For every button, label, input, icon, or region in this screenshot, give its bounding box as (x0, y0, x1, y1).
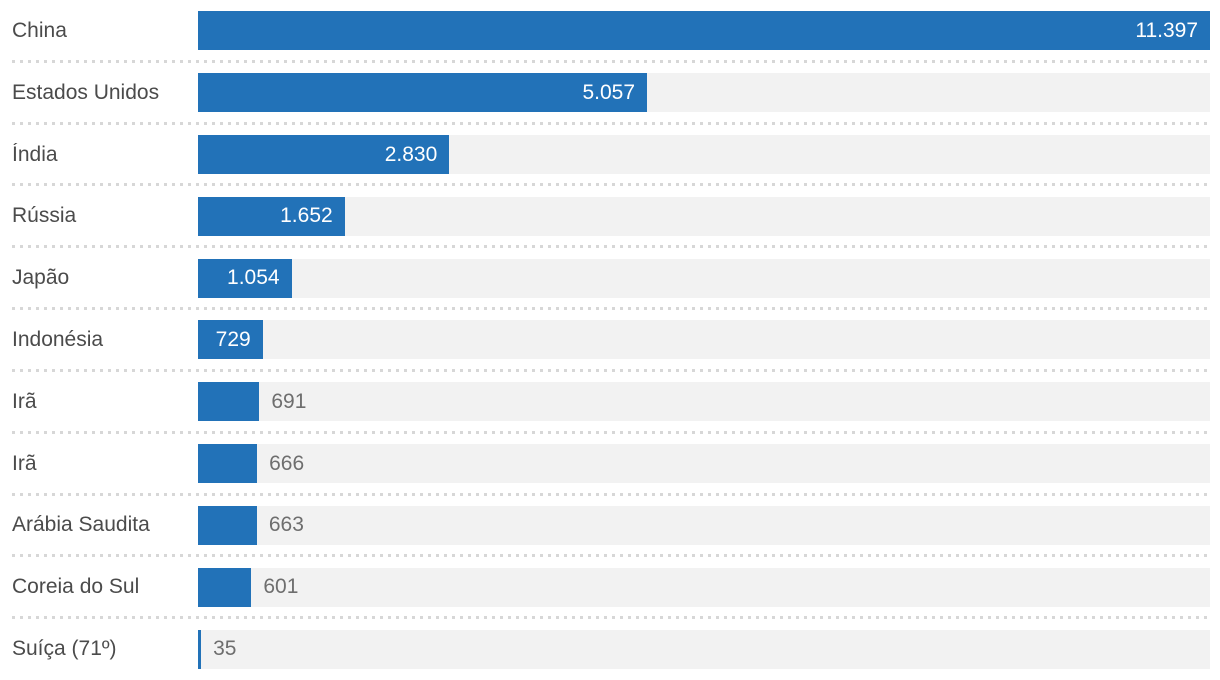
chart-row: Índia 2.830 (0, 124, 1220, 187)
bar: 1.652 (198, 196, 345, 236)
row-label: Japão (12, 266, 70, 290)
bar-track: 691 (198, 382, 1210, 422)
bar: 729 (198, 320, 263, 360)
chart-row: Irã 666 (0, 433, 1220, 496)
bar-value-inside: 11.397 (1135, 18, 1198, 42)
row-label: Rússia (12, 204, 77, 228)
chart-row: Irã 691 (0, 371, 1220, 434)
bar-value-outside: 35 (213, 637, 237, 661)
bar (198, 382, 260, 422)
chart-row: Arábia Saudita 663 (0, 495, 1220, 558)
bar-value-inside: 1.054 (227, 266, 280, 290)
chart-row: Suíça (71º) 35 (0, 618, 1220, 680)
bar-value-outside: 666 (269, 451, 305, 475)
row-label: Estados Unidos (12, 80, 160, 104)
bar-value-outside: 663 (268, 513, 304, 537)
bar: 5.057 (198, 73, 648, 113)
bar-track: 11.397 (198, 11, 1210, 51)
bar-track: 1.652 (198, 196, 1210, 236)
bar: 2.830 (198, 135, 450, 175)
row-label: Índia (12, 142, 58, 166)
bar-value-inside: 5.057 (582, 80, 636, 104)
bar (198, 629, 202, 669)
row-label: Coreia do Sul (12, 575, 140, 599)
row-label: Indonésia (12, 327, 104, 351)
chart-row: China 11.397 (0, 0, 1220, 63)
row-label: Arábia Saudita (12, 513, 150, 537)
bar-track: 35 (198, 629, 1210, 669)
chart-row: Indonésia 729 (0, 309, 1220, 372)
bar-value-outside: 691 (271, 389, 307, 413)
chart-row: Rússia 1.652 (0, 185, 1220, 249)
bar-track: 5.057 (198, 73, 1210, 113)
bar-track: 2.830 (198, 135, 1210, 175)
row-label: China (12, 18, 67, 42)
bar-value-outside: 601 (263, 575, 299, 599)
bar-track: 601 (198, 567, 1210, 607)
bar: 11.397 (198, 11, 1210, 51)
bar-track: 1.054 (198, 258, 1210, 298)
chart-row: Coreia do Sul 601 (0, 556, 1220, 619)
bar-value-inside: 1.652 (280, 204, 333, 228)
row-label: Irã (12, 451, 37, 475)
bar (198, 444, 258, 484)
bar-track: 666 (198, 444, 1210, 484)
bar-track: 729 (198, 320, 1210, 360)
bar (198, 567, 252, 607)
bar: 1.054 (198, 258, 292, 298)
chart-row: Japão 1.054 (0, 247, 1220, 310)
bar-value-inside: 729 (215, 327, 251, 351)
bar-track: 663 (198, 505, 1210, 545)
bar-value-inside: 2.830 (384, 142, 438, 166)
row-label: Suíça (71º) (12, 637, 117, 661)
bar (198, 505, 257, 545)
chart-row: Estados Unidos 5.057 (0, 62, 1220, 125)
row-label: Irã (12, 389, 37, 413)
